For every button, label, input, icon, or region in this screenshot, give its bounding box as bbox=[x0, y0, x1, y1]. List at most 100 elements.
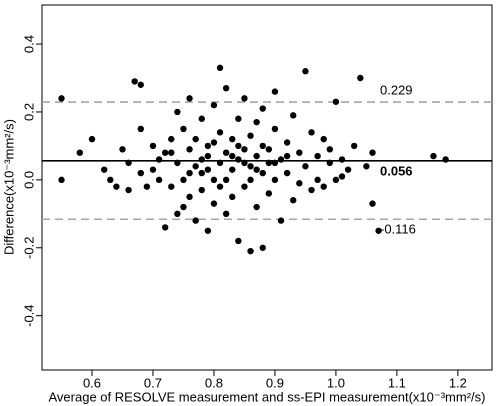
data-point bbox=[204, 142, 212, 150]
data-point bbox=[259, 142, 266, 150]
data-point bbox=[125, 159, 132, 167]
data-point bbox=[198, 115, 205, 122]
y-tick-label: 0.4 bbox=[21, 35, 36, 53]
data-point bbox=[88, 135, 96, 143]
data-point bbox=[186, 193, 193, 201]
data-point bbox=[247, 176, 254, 184]
data-point bbox=[296, 180, 303, 187]
data-point bbox=[210, 101, 218, 109]
data-point bbox=[369, 200, 376, 207]
data-point bbox=[192, 135, 199, 143]
data-point bbox=[375, 227, 382, 234]
data-point bbox=[76, 149, 84, 156]
data-point bbox=[210, 139, 218, 146]
data-point bbox=[119, 146, 126, 153]
data-point bbox=[308, 186, 315, 194]
data-point bbox=[247, 163, 254, 170]
x-tick-label: 1.1 bbox=[388, 375, 406, 390]
data-point bbox=[277, 156, 285, 163]
data-point bbox=[253, 118, 260, 126]
x-tick-label: 0.6 bbox=[83, 375, 101, 390]
reference-label: 0.056 bbox=[380, 163, 413, 178]
data-point bbox=[131, 78, 138, 85]
data-point bbox=[216, 183, 224, 190]
data-point bbox=[253, 152, 260, 160]
data-point bbox=[253, 203, 260, 211]
data-point bbox=[192, 217, 199, 224]
data-point bbox=[235, 237, 242, 245]
data-point bbox=[290, 112, 297, 119]
data-point bbox=[332, 176, 340, 184]
data-point bbox=[283, 169, 291, 177]
data-point bbox=[210, 200, 218, 207]
data-point bbox=[265, 159, 273, 167]
data-point bbox=[229, 152, 236, 160]
plot-frame bbox=[41, 4, 493, 371]
y-tick-label: -0.2 bbox=[21, 237, 36, 259]
data-point bbox=[229, 135, 236, 143]
data-point bbox=[192, 163, 199, 170]
data-point bbox=[338, 156, 346, 163]
data-point bbox=[241, 159, 248, 167]
data-point bbox=[174, 108, 181, 116]
x-tick-label: 1.0 bbox=[327, 375, 345, 390]
data-point bbox=[216, 64, 224, 72]
data-point bbox=[265, 190, 273, 197]
data-point bbox=[125, 186, 132, 194]
data-point bbox=[296, 149, 303, 156]
data-point bbox=[204, 227, 212, 234]
data-point bbox=[283, 139, 291, 146]
data-point bbox=[161, 149, 169, 156]
reference-label: 0.229 bbox=[380, 83, 413, 98]
data-point bbox=[430, 152, 437, 160]
data-point bbox=[143, 183, 151, 190]
data-point bbox=[259, 244, 266, 251]
data-point bbox=[241, 95, 248, 102]
data-point bbox=[198, 169, 205, 177]
y-tick-label: -0.4 bbox=[21, 304, 36, 326]
data-point bbox=[222, 210, 230, 218]
data-point bbox=[58, 95, 65, 102]
data-point bbox=[186, 95, 193, 102]
data-point bbox=[308, 129, 315, 136]
data-point bbox=[259, 169, 266, 177]
data-point bbox=[168, 183, 175, 190]
data-point bbox=[247, 132, 254, 139]
data-point bbox=[180, 176, 187, 184]
data-point bbox=[290, 197, 297, 204]
data-point bbox=[235, 115, 242, 122]
data-point bbox=[180, 125, 187, 133]
data-point bbox=[253, 166, 260, 173]
data-point bbox=[332, 98, 340, 105]
data-point bbox=[222, 149, 230, 156]
data-point bbox=[271, 88, 279, 95]
data-point bbox=[222, 176, 230, 184]
data-point bbox=[271, 125, 279, 133]
data-point bbox=[302, 163, 309, 170]
data-point bbox=[338, 173, 346, 180]
data-point bbox=[320, 135, 327, 143]
data-point bbox=[271, 159, 279, 167]
data-point bbox=[100, 166, 108, 173]
data-point bbox=[222, 84, 230, 92]
data-point bbox=[229, 166, 236, 173]
data-point bbox=[198, 156, 205, 163]
data-point bbox=[198, 186, 205, 194]
data-point bbox=[326, 146, 334, 153]
data-point bbox=[58, 176, 65, 184]
data-point bbox=[241, 183, 248, 190]
reference-label: -0.116 bbox=[380, 222, 416, 237]
data-point bbox=[314, 176, 321, 184]
data-point bbox=[107, 176, 114, 184]
data-point bbox=[204, 152, 212, 160]
data-point bbox=[137, 125, 144, 133]
data-point bbox=[271, 176, 279, 184]
data-point bbox=[113, 183, 120, 190]
data-point bbox=[283, 152, 291, 160]
x-tick-label: 0.9 bbox=[266, 375, 284, 390]
data-point bbox=[247, 247, 254, 255]
y-tick-label: 0.0 bbox=[21, 171, 36, 189]
data-point bbox=[320, 183, 327, 190]
data-point bbox=[442, 156, 449, 163]
